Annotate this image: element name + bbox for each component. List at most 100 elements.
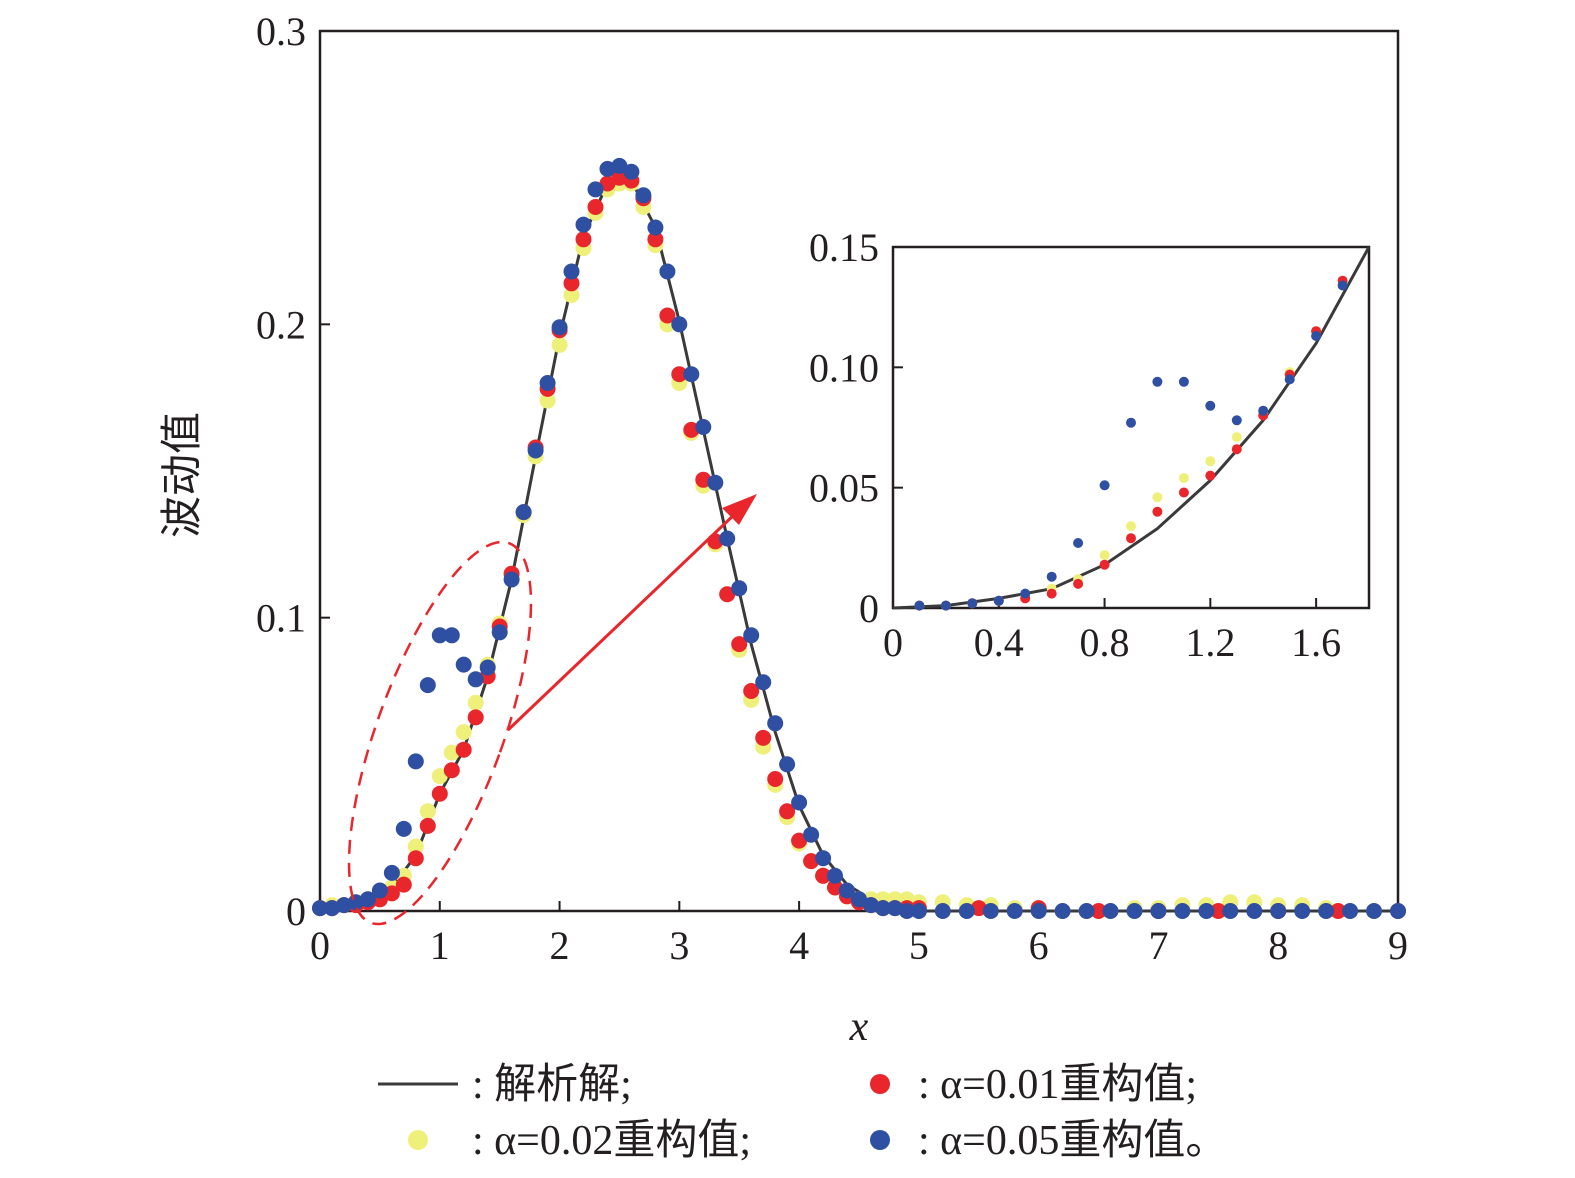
main-alpha001-point [587, 199, 604, 215]
main-alpha001-point [767, 771, 784, 787]
main-x-tick-label: 8 [1268, 923, 1288, 968]
main-alpha001-point [719, 586, 736, 603]
main-alpha005-point [527, 442, 544, 459]
main-alpha002-point [467, 694, 484, 711]
main-alpha001-point [443, 762, 460, 779]
main-alpha001-point [743, 683, 760, 699]
main-alpha005-point [1342, 903, 1359, 919]
main-plot-series [312, 157, 1406, 919]
main-x-tick-label: 5 [909, 923, 929, 968]
zoom-arrow-line [506, 510, 739, 732]
main-alpha001-point [575, 231, 592, 248]
main-alpha001-point [395, 876, 412, 893]
inset-alpha005-point [1337, 280, 1348, 291]
main-alpha005-point [491, 624, 508, 641]
main-alpha005-point [1222, 903, 1239, 919]
legend-alpha002-swatch [408, 1130, 428, 1150]
main-alpha005-point [767, 715, 784, 732]
main-alpha005-point [815, 850, 832, 867]
inset-alpha005-point [1258, 405, 1269, 416]
main-alpha005-point [875, 900, 891, 917]
main-alpha002-point [407, 838, 424, 855]
main-alpha001-point [779, 803, 796, 820]
main-alpha002-point [551, 336, 568, 353]
main-alpha005-point [611, 157, 628, 174]
main-alpha005-point [934, 903, 951, 919]
main-alpha001-point [647, 231, 664, 248]
inset-alpha002-point [1126, 521, 1136, 532]
main-alpha001-point [815, 867, 832, 884]
legend: : 解析解; : α=0.01重构值; : α=0.02重构值; : α=0.0… [378, 1062, 1227, 1164]
y-axis-label: 波动值 [160, 412, 206, 538]
inset-axis-ticks: 0 0.4 0.8 1.2 1.6 0 0.05 0.10 0.15 [809, 225, 1341, 665]
main-alpha005-point [1246, 903, 1263, 919]
inset-alpha005-point [1020, 588, 1031, 599]
main-alpha005-point [851, 891, 867, 908]
main-alpha001-point [731, 636, 748, 653]
main-alpha002-point [419, 803, 436, 820]
main-plot-frame [318, 29, 1400, 913]
main-alpha005-point [479, 659, 496, 676]
main-alpha001-point [1210, 903, 1227, 919]
main-alpha005-point [443, 627, 460, 644]
main-alpha001-point [755, 729, 772, 746]
main-alpha005-point [515, 504, 532, 521]
main-alpha005-point [695, 419, 712, 435]
inset-alpha001-point [1046, 588, 1057, 599]
main-alpha005-point [1078, 903, 1095, 919]
main-alpha002-point [563, 287, 580, 303]
inset-alpha002-point [1152, 492, 1163, 503]
main-alpha005-point [623, 163, 640, 180]
main-alpha001-point [659, 307, 676, 324]
main-alpha005-point [395, 820, 412, 837]
inset-x-tick-label: 0.4 [974, 620, 1024, 665]
main-x-tick-label: 1 [430, 923, 450, 968]
main-alpha005-point [431, 627, 448, 644]
inset-alpha002-point [1205, 456, 1216, 467]
inset-y-tick-label: 0 [859, 586, 879, 631]
inset-alpha001-point [1231, 444, 1242, 455]
main-alpha005-point [958, 903, 975, 919]
main-alpha001-point [419, 817, 436, 834]
main-alpha005-point [407, 753, 424, 770]
main-alpha002-point [455, 724, 472, 741]
inset-alpha005-point [1126, 417, 1136, 428]
main-y-tick-label: 0.1 [256, 596, 306, 641]
main-alpha005-point [1102, 903, 1119, 919]
main-alpha005-point [898, 903, 915, 919]
main-alpha005-point [1006, 903, 1023, 919]
main-alpha005-point [1054, 903, 1071, 919]
inset-alpha005-point [914, 600, 925, 611]
main-alpha005-point [1126, 903, 1143, 919]
main-alpha005-point [791, 794, 808, 811]
main-alpha005-point [863, 897, 879, 914]
inset-alpha005-point [940, 600, 951, 611]
inset-alpha005-point [967, 598, 978, 609]
inset-x-tick-label: 0 [883, 620, 903, 665]
main-alpha005-point [383, 864, 400, 881]
main-alpha001-point [467, 709, 484, 726]
main-alpha005-point [1294, 903, 1311, 919]
inset-alpha005-point [1099, 480, 1110, 491]
inset-x-tick-label: 1.2 [1185, 620, 1235, 665]
legend-alpha001-label: : α=0.01重构值; [918, 1062, 1197, 1108]
main-alpha005-point [1174, 903, 1191, 919]
main-alpha001-point [563, 275, 580, 292]
main-alpha005-point [827, 867, 843, 884]
inset-alpha001-point [1152, 506, 1163, 517]
main-alpha001-point [671, 366, 688, 383]
main-alpha005-point [455, 656, 472, 673]
main-y-tick-label: 0 [286, 889, 306, 934]
main-alpha005-point [551, 319, 568, 336]
main-alpha005-point [587, 181, 604, 198]
inset-plot-series [892, 246, 1371, 611]
inset-alpha005-point [1073, 538, 1084, 548]
main-x-tick-label: 3 [669, 923, 689, 968]
highlight-ellipse [347, 540, 533, 926]
main-alpha005-point [683, 366, 700, 383]
inset-x-tick-label: 0.8 [1080, 620, 1130, 665]
inset-y-tick-label: 0.10 [809, 345, 879, 390]
inset-alpha002-point [1099, 550, 1110, 561]
main-alpha005-point [359, 891, 376, 908]
